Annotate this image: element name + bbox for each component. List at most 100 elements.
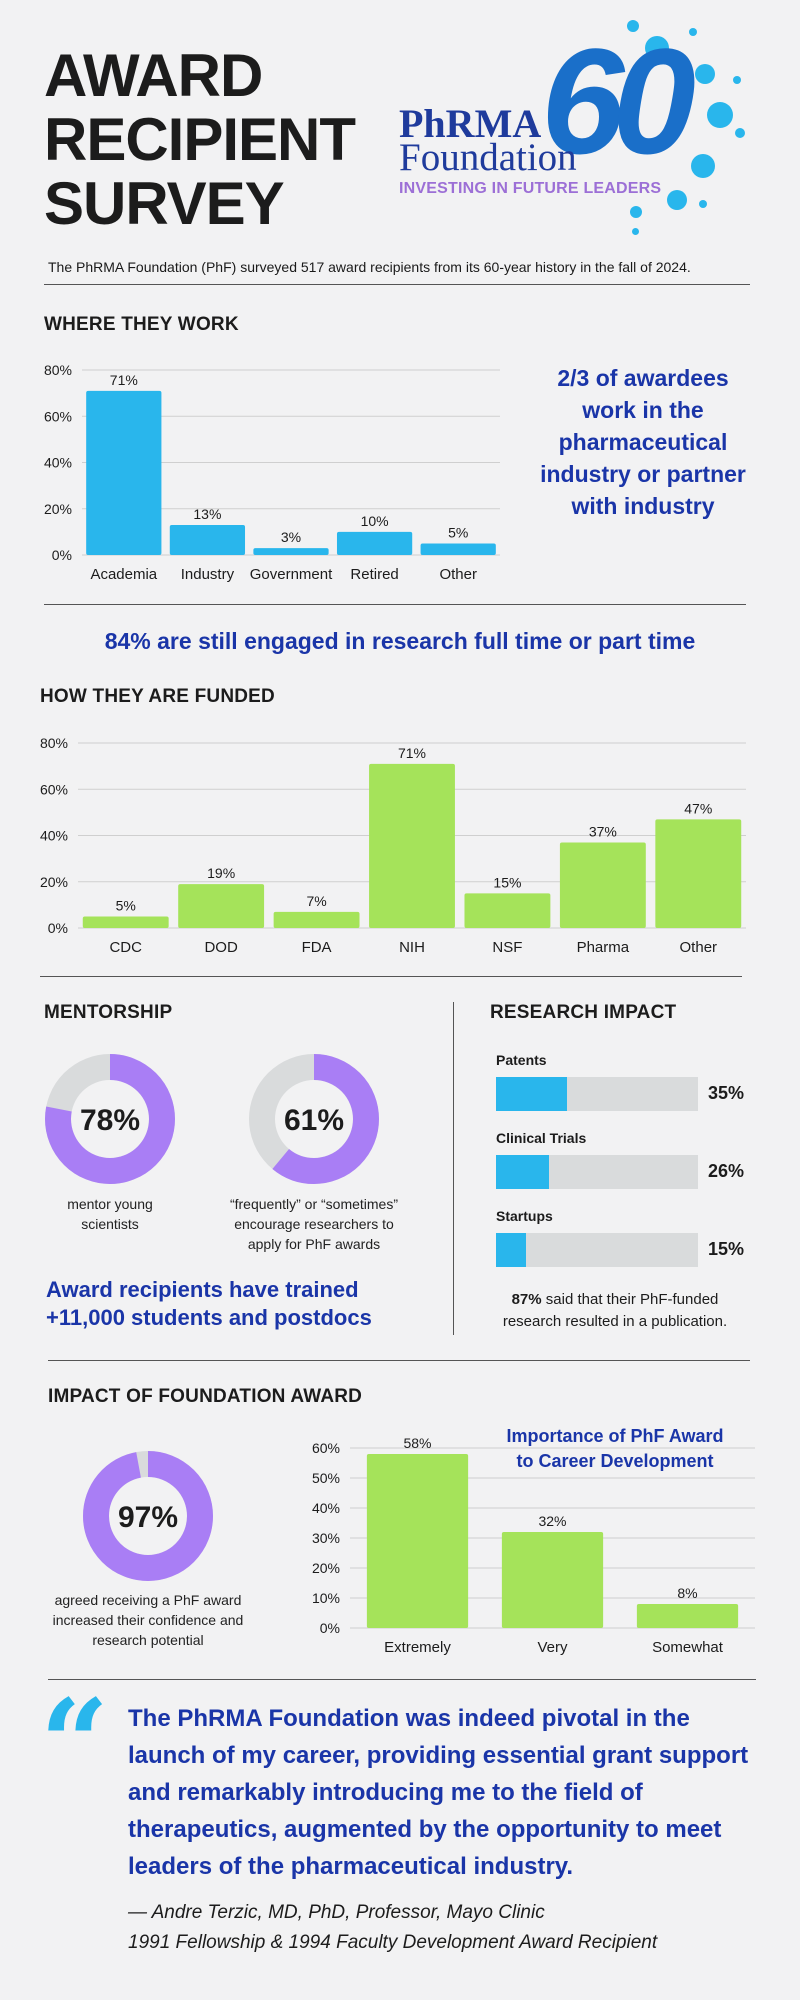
encourage-donut: 61% [249, 1054, 379, 1184]
y-tick-label: 60% [40, 781, 68, 797]
x-tick-label: Pharma [577, 939, 630, 956]
clinical-trials-fill [496, 1155, 549, 1189]
encourage-donut-caption: “frequently” or “sometimes” encourage re… [208, 1194, 420, 1254]
caption-line: increased their confidence and [52, 1612, 244, 1628]
mentorship-heading: MENTORSHIP [44, 1002, 173, 1023]
patents-fill [496, 1077, 567, 1111]
confidence-donut-caption: agreed receiving a PhF award increased t… [38, 1590, 258, 1650]
data-label: 10% [361, 513, 389, 529]
bar [253, 548, 329, 555]
quote-icon: “ [40, 1673, 110, 1814]
y-tick-label: 20% [44, 501, 72, 517]
mentor-donut: 78% [45, 1054, 175, 1184]
divider [48, 1679, 756, 1680]
patents-track [496, 1077, 698, 1111]
data-label: 47% [684, 800, 712, 816]
x-tick-label: Academia [90, 566, 157, 583]
confidence-donut-value: 97% [118, 1501, 178, 1534]
publication-pct: 87% [511, 1291, 542, 1308]
y-tick-label: 0% [52, 547, 72, 563]
y-tick-label: 60% [312, 1440, 340, 1456]
caption-line: apply for PhF awards [247, 1236, 381, 1252]
startups-track [496, 1233, 698, 1267]
x-tick-label: Extremely [384, 1639, 451, 1656]
testimonial-quote: The PhRMA Foundation was indeed pivotal … [128, 1705, 749, 1880]
logo-line-1: PhRMA [399, 101, 542, 146]
data-label: 8% [677, 1585, 697, 1601]
x-tick-label: Industry [181, 566, 235, 583]
startups-value: 15% [708, 1239, 745, 1259]
data-label: 5% [116, 897, 136, 913]
caption-line: mentor young [67, 1196, 153, 1212]
career-chart-title-1: Importance of PhF Award [506, 1426, 723, 1446]
x-tick-label: NSF [492, 939, 522, 956]
intro-text: The PhRMA Foundation (PhF) surveyed 517 … [48, 259, 691, 275]
y-tick-label: 80% [44, 362, 72, 378]
y-tick-label: 10% [312, 1590, 340, 1606]
caption-line: scientists [81, 1216, 139, 1232]
bar [655, 819, 742, 928]
y-tick-label: 40% [40, 828, 68, 844]
x-tick-label: Very [537, 1639, 568, 1656]
y-tick-label: 20% [40, 874, 68, 890]
where-they-work-chart: 0% 20% 40% 60% 80% 71% Academia 13% Industry 3% Go… [44, 362, 500, 583]
page-title: AWARD RECIPIENT SURVEY [44, 42, 356, 236]
logo-60: 60 [541, 17, 696, 185]
trained-note: Award recipients have trained +11,000 st… [46, 1276, 372, 1332]
data-label: 37% [589, 823, 617, 839]
bar [178, 884, 265, 928]
bar [559, 842, 646, 928]
y-tick-label: 0% [320, 1620, 340, 1636]
where-they-work-heading: WHERE THEY WORK [44, 314, 239, 335]
confidence-donut: 97% [83, 1451, 213, 1581]
caption-line: research potential [92, 1632, 204, 1648]
attribution-line-2: 1991 Fellowship & 1994 Faculty Developme… [128, 1932, 658, 1953]
encourage-donut-value: 61% [284, 1104, 344, 1137]
donut-segment [83, 1451, 213, 1581]
startups-label: Startups [496, 1208, 553, 1224]
y-tick-label: 40% [312, 1500, 340, 1516]
data-label: 19% [207, 865, 235, 881]
x-tick-label: Somewhat [652, 1639, 724, 1656]
title-line-1: AWARD [44, 42, 263, 109]
caption-line: “frequently” or “sometimes” [229, 1196, 399, 1212]
data-label: 15% [493, 874, 521, 890]
bar [86, 390, 162, 555]
trained-note-line: Award recipients have trained [46, 1277, 359, 1302]
bar [369, 763, 455, 928]
y-tick-label: 40% [44, 455, 72, 471]
bar [82, 916, 169, 928]
funding-chart: 0% 20% 40% 60% 80% 5% CDC 19% DOD 7% FDA 71% NIH 15% N… [40, 735, 746, 956]
attribution-line-1: — Andre Terzic, MD, PhD, Professor, Mayo… [128, 1902, 545, 1923]
mentor-donut-caption: mentor young scientists [20, 1194, 200, 1234]
bar [336, 531, 413, 555]
divider [40, 976, 742, 977]
y-tick-label: 50% [312, 1470, 340, 1486]
bar [366, 1454, 469, 1628]
patents-label: Patents [496, 1052, 547, 1068]
startups-fill [496, 1233, 527, 1267]
y-tick-label: 60% [44, 408, 72, 424]
publication-line-2: research resulted in a publication. [502, 1313, 728, 1330]
clinical-trials-value: 26% [708, 1161, 745, 1181]
bar [501, 1532, 604, 1628]
bar [169, 524, 246, 555]
caption-line: encourage researchers to [234, 1216, 394, 1232]
bar [464, 893, 551, 928]
publication-text: said that their PhF-funded [541, 1291, 719, 1308]
data-label: 13% [193, 506, 221, 522]
bar [273, 911, 360, 928]
title-line-2: RECIPIENT [44, 106, 356, 173]
phrma-60-logo: 60 PhRMA Foundation INVESTING IN FUTURE … [395, 18, 760, 243]
clinical-trials-label: Clinical Trials [496, 1130, 587, 1146]
bar [420, 543, 496, 555]
foundation-award-heading: IMPACT OF FOUNDATION AWARD [48, 1386, 363, 1407]
y-tick-label: 80% [40, 735, 68, 751]
career-importance-chart: 0% 10% 20% 30% 40% 50% 60% 58% Extremely 32% Very 8… [312, 1426, 755, 1656]
x-tick-label: Other [439, 566, 477, 583]
divider [44, 604, 746, 605]
x-tick-label: FDA [302, 939, 332, 956]
data-label: 58% [403, 1435, 431, 1451]
data-label: 7% [306, 893, 326, 909]
x-tick-label: DOD [204, 939, 238, 956]
